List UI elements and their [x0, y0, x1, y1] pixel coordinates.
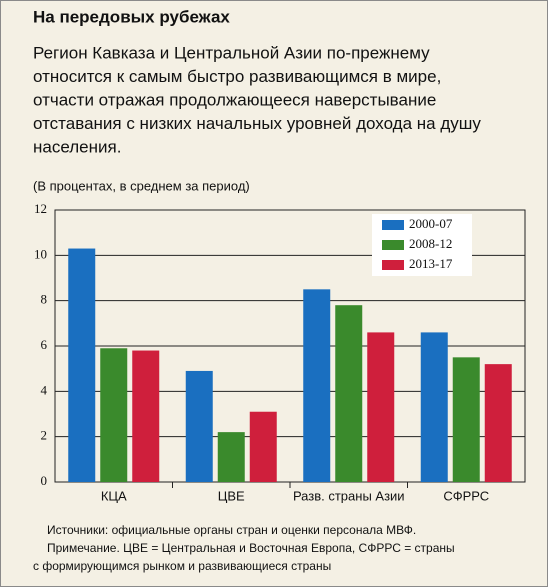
bar: [452, 357, 480, 482]
unit-note: (В процентах, в среднем за период): [33, 178, 250, 193]
subtitle-line: отставания с низких начальных уровней до…: [33, 114, 481, 133]
legend-label: 2008-12: [409, 236, 452, 251]
bar: [484, 364, 512, 482]
bar: [303, 289, 331, 482]
bar: [217, 432, 245, 482]
subtitle-line: относится к самым быстро развивающимся в…: [33, 67, 441, 86]
y-tick-label: 12: [34, 201, 47, 216]
x-tick-label: СФРРС: [443, 488, 489, 503]
x-tick-label: КЦА: [101, 488, 127, 503]
y-tick-label: 10: [34, 246, 47, 261]
subtitle-line: отчасти отражая продолжающееся наверстыв…: [33, 90, 436, 109]
legend-swatch: [382, 220, 404, 230]
legend-label: 2013-17: [409, 256, 453, 271]
bar: [335, 305, 363, 482]
chart-title: На передовых рубежах: [33, 7, 230, 26]
bar: [132, 350, 160, 482]
y-tick-label: 8: [41, 292, 48, 307]
x-tick-label: ЦВЕ: [218, 488, 245, 503]
legend-label: 2000-07: [409, 216, 453, 231]
bar: [367, 332, 395, 482]
subtitle-line: населения.: [33, 137, 121, 156]
y-tick-label: 0: [41, 473, 48, 488]
bar: [249, 411, 277, 482]
bar: [68, 248, 96, 482]
y-tick-label: 6: [41, 337, 48, 352]
footnote-line: с формирующимся рынком и развивающиеся с…: [33, 559, 331, 573]
footnote-line: Источники: официальные органы стран и оц…: [47, 523, 416, 537]
bar: [420, 332, 448, 482]
footnote-line: Примечание. ЦВЕ = Центральная и Восточна…: [47, 541, 455, 555]
bar: [100, 348, 128, 482]
legend-swatch: [382, 240, 404, 250]
x-tick-label: Разв. страны Азии: [293, 488, 405, 503]
y-tick-label: 2: [41, 428, 48, 443]
y-tick-label: 4: [41, 382, 48, 397]
legend-swatch: [382, 260, 404, 270]
subtitle-line: Регион Кавказа и Центральной Азии по-пре…: [33, 43, 430, 62]
bar: [185, 370, 213, 482]
